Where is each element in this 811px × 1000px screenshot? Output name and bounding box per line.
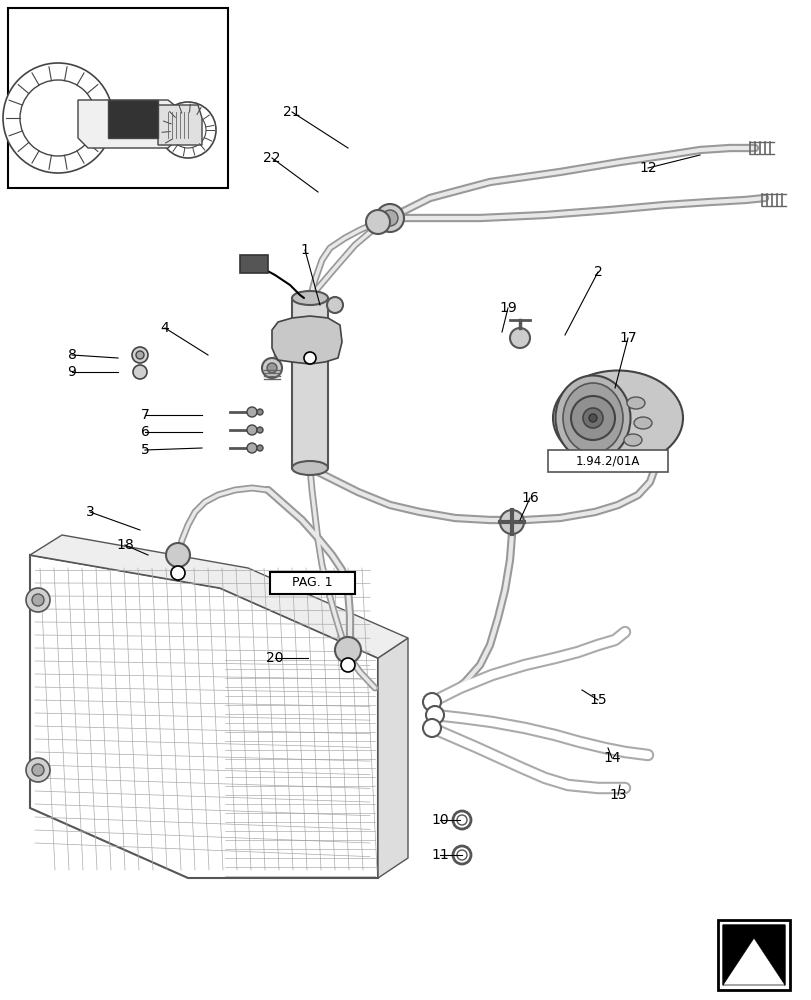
Text: 18: 18	[116, 538, 134, 552]
Circle shape	[133, 365, 147, 379]
Text: 20: 20	[266, 651, 283, 665]
Circle shape	[132, 347, 148, 363]
Ellipse shape	[555, 375, 629, 460]
Bar	[292, 298, 328, 468]
Text: PAG. 1: PAG. 1	[292, 576, 333, 589]
Circle shape	[570, 396, 614, 440]
Text: 19: 19	[499, 301, 517, 315]
Ellipse shape	[562, 383, 622, 453]
Text: 1.94.2/01A: 1.94.2/01A	[575, 454, 639, 468]
Text: 5: 5	[140, 443, 149, 457]
Circle shape	[366, 210, 389, 234]
Ellipse shape	[552, 370, 682, 466]
Polygon shape	[722, 925, 784, 985]
Text: 22: 22	[263, 151, 281, 165]
Text: 12: 12	[638, 161, 656, 175]
Circle shape	[303, 352, 315, 364]
Circle shape	[457, 815, 466, 825]
Text: 7: 7	[140, 408, 149, 422]
Polygon shape	[30, 535, 407, 658]
Ellipse shape	[292, 461, 328, 475]
Circle shape	[335, 637, 361, 663]
Circle shape	[171, 566, 185, 580]
Ellipse shape	[626, 397, 644, 409]
Circle shape	[267, 363, 277, 373]
Circle shape	[160, 102, 216, 158]
Circle shape	[262, 358, 281, 378]
Circle shape	[247, 407, 257, 417]
Ellipse shape	[623, 434, 642, 446]
Text: 2: 2	[593, 265, 602, 279]
Text: 3: 3	[85, 505, 94, 519]
Text: 17: 17	[619, 331, 636, 345]
Circle shape	[457, 850, 466, 860]
Circle shape	[582, 408, 603, 428]
Circle shape	[3, 63, 113, 173]
Circle shape	[509, 328, 530, 348]
Bar	[270, 572, 354, 594]
Circle shape	[247, 443, 257, 453]
Circle shape	[453, 811, 470, 829]
Circle shape	[257, 445, 263, 451]
Text: 16: 16	[521, 491, 539, 505]
Ellipse shape	[633, 417, 651, 429]
Polygon shape	[378, 638, 407, 878]
Circle shape	[375, 204, 404, 232]
Text: 6: 6	[140, 425, 149, 439]
Circle shape	[32, 594, 44, 606]
Circle shape	[257, 409, 263, 415]
Text: 11: 11	[431, 848, 448, 862]
Polygon shape	[30, 555, 378, 878]
Polygon shape	[722, 938, 784, 985]
Circle shape	[257, 427, 263, 433]
Circle shape	[247, 425, 257, 435]
Polygon shape	[158, 105, 202, 145]
Circle shape	[341, 658, 354, 672]
Circle shape	[20, 80, 96, 156]
Circle shape	[32, 764, 44, 776]
Circle shape	[500, 510, 523, 534]
Circle shape	[381, 210, 397, 226]
Circle shape	[423, 693, 440, 711]
Text: 1: 1	[300, 243, 309, 257]
Bar	[8, 8, 228, 188]
Circle shape	[26, 758, 50, 782]
Text: 15: 15	[589, 693, 606, 707]
Text: 10: 10	[431, 813, 448, 827]
Bar	[108, 100, 158, 138]
Circle shape	[165, 543, 190, 567]
Circle shape	[135, 351, 144, 359]
Bar	[240, 255, 268, 273]
Text: 9: 9	[67, 365, 76, 379]
Bar	[547, 450, 667, 472]
Circle shape	[426, 706, 444, 724]
Polygon shape	[272, 316, 341, 364]
Circle shape	[453, 846, 470, 864]
Circle shape	[26, 588, 50, 612]
Text: 8: 8	[67, 348, 76, 362]
Circle shape	[169, 112, 206, 148]
Text: 21: 21	[283, 105, 300, 119]
Ellipse shape	[292, 291, 328, 305]
Text: 4: 4	[161, 321, 169, 335]
Circle shape	[423, 719, 440, 737]
Polygon shape	[78, 100, 178, 148]
Bar	[717, 920, 789, 990]
Circle shape	[588, 414, 596, 422]
Circle shape	[327, 297, 342, 313]
Text: 13: 13	[608, 788, 626, 802]
Text: 14: 14	[603, 751, 620, 765]
